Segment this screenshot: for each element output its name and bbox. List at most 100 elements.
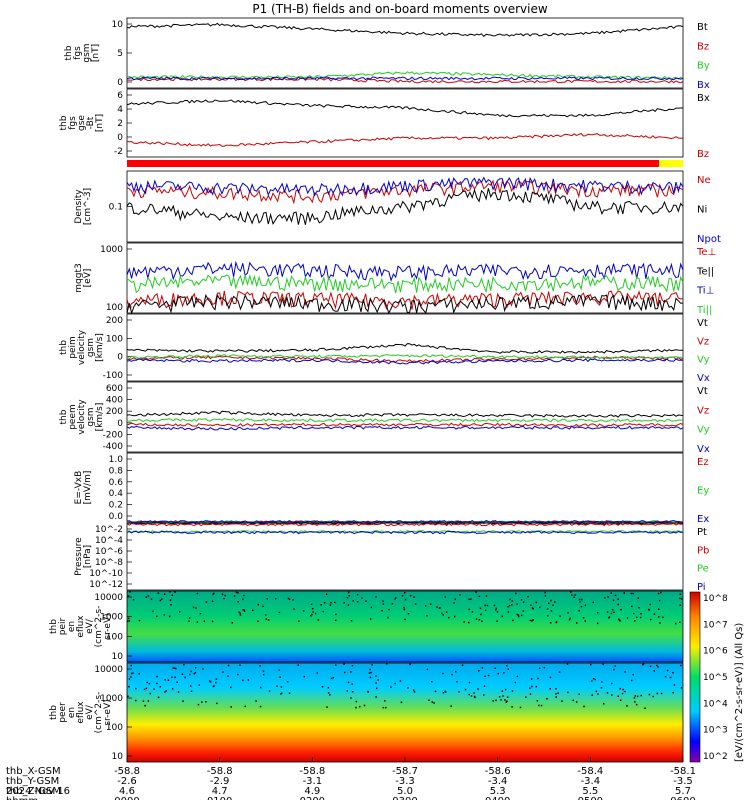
spectrogram-noise-pixel <box>213 685 215 687</box>
spectrogram-noise-pixel <box>221 593 224 595</box>
spectrogram-noise-pixel <box>208 680 211 682</box>
spectrogram-noise-pixel <box>260 686 262 689</box>
spectrogram-noise-pixel <box>454 615 456 618</box>
y-tick-label: 0 <box>117 78 123 88</box>
spectrogram-noise-pixel <box>604 597 606 599</box>
spectrogram-noise-pixel <box>578 609 580 612</box>
spectrogram-noise-pixel <box>369 618 372 620</box>
spectrogram-noise-pixel <box>591 694 593 696</box>
spectrogram-noise-pixel <box>344 671 346 674</box>
spectrogram-noise-pixel <box>327 692 330 694</box>
legend-entry: Vz <box>697 336 709 347</box>
spectrogram-noise-pixel <box>441 612 443 615</box>
spectrogram-noise-pixel <box>156 615 158 618</box>
spectrogram-noise-pixel <box>511 706 513 708</box>
series-Ne <box>126 179 684 205</box>
y-tick-label: 0.2 <box>109 501 123 511</box>
spectrogram-noise-pixel <box>375 696 377 698</box>
spectrogram-noise-pixel <box>265 618 267 620</box>
spectrogram-noise-pixel <box>138 673 140 675</box>
spectrogram-noise-pixel <box>571 594 573 596</box>
panel-p10: thb peer en eflux eV/(cm^2-s-sr-eV) 10000 1000… <box>49 662 684 763</box>
spectrogram-noise-pixel <box>400 701 403 704</box>
spectrogram-noise-pixel <box>580 605 583 608</box>
x-tick-label: -58.4 <box>577 766 603 777</box>
y-tick-label: -200 <box>103 430 124 440</box>
spectrogram-noise-pixel <box>329 604 332 606</box>
spectrogram-noise-pixel <box>468 598 470 600</box>
legend-entry: Ni <box>697 205 707 216</box>
spectrogram-noise-pixel <box>163 593 166 595</box>
spectrogram-noise-pixel <box>152 610 154 613</box>
spectrogram-noise-pixel <box>135 687 137 690</box>
spectrogram-noise-pixel <box>680 598 683 600</box>
spectrogram-noise-pixel <box>287 597 290 600</box>
status-bar-yellow <box>659 160 683 167</box>
spectrogram-noise-pixel <box>235 591 238 594</box>
spectrogram-noise-pixel <box>172 667 174 669</box>
x-tick-label: -2.9 <box>210 776 230 787</box>
spectrogram-noise-pixel <box>320 604 322 606</box>
spectrogram-noise-pixel <box>504 699 506 701</box>
x-tick-label: 5.3 <box>490 786 506 797</box>
y-axis-label: thb peem velocity gsm [km/s] <box>59 399 105 435</box>
spectrogram-noise-pixel <box>608 617 610 619</box>
spectrogram-noise-pixel <box>454 598 456 600</box>
spectrogram-noise-pixel <box>167 679 170 681</box>
spectrogram-noise-pixel <box>365 600 367 602</box>
y-axis-label: Density [cm^-3] <box>74 188 93 225</box>
spectrogram-noise-pixel <box>190 670 192 673</box>
spectrogram-noise-pixel <box>630 679 633 682</box>
y-label-line: peem <box>68 404 78 430</box>
spectrogram-noise-pixel <box>484 675 486 677</box>
spectrogram-noise-pixel <box>237 673 239 676</box>
series-Ex <box>126 520 683 523</box>
series-Pi <box>126 530 684 535</box>
spectrogram-noise-pixel <box>247 679 250 681</box>
spectrogram-noise-pixel <box>257 603 259 606</box>
y-label-line: sr-eV) <box>103 613 113 639</box>
spectrogram-noise-pixel <box>413 691 416 693</box>
y-label-line: [nPa] <box>83 545 93 568</box>
x-tick-label: -58.7 <box>392 766 418 777</box>
spectrogram-noise-pixel <box>669 676 672 679</box>
spectrogram-noise-pixel <box>536 700 539 702</box>
spectrogram-noise-pixel <box>583 705 585 708</box>
spectrogram-noise-pixel <box>259 705 262 708</box>
spectrogram-noise-pixel <box>390 686 392 688</box>
panel-frame <box>126 590 684 663</box>
spectrogram-noise-pixel <box>326 706 328 708</box>
spectrogram-noise-pixel <box>132 672 134 675</box>
spectrogram-noise-pixel <box>576 622 578 624</box>
spectrogram-noise-pixel <box>442 672 444 675</box>
spectrogram-noise-pixel <box>657 592 660 595</box>
spectrogram-noise-pixel <box>135 699 137 702</box>
spectrogram-noise-pixel <box>203 620 206 622</box>
legend-entry: Npot <box>697 234 721 245</box>
spectrogram-noise-pixel <box>679 604 682 606</box>
y-axis-label: E=-VxB [mV/m] <box>74 471 93 505</box>
spectrogram-noise-pixel <box>394 598 396 600</box>
series-Pb <box>126 522 684 527</box>
legend-entry: Ez <box>697 457 709 468</box>
spectrogram-noise-pixel <box>278 611 281 614</box>
spectrogram-noise-pixel <box>243 610 246 612</box>
spectrogram-noise-pixel <box>517 614 520 616</box>
spectrogram-noise-pixel <box>614 665 616 667</box>
spectrogram-noise-pixel <box>679 597 681 600</box>
spectrogram-noise-pixel <box>351 691 354 693</box>
spectrogram-noise-pixel <box>617 603 619 606</box>
spectrogram-noise-pixel <box>262 605 264 608</box>
spectrogram-noise-pixel <box>170 604 172 606</box>
y-tick-label: 1000 <box>100 245 123 255</box>
y-label-line: thb <box>59 340 69 355</box>
spectrogram-noise-pixel <box>662 616 664 619</box>
spectrogram-noise-pixel <box>262 670 265 672</box>
spectrogram-noise-pixel <box>611 609 614 611</box>
spectrogram-noise-pixel <box>569 617 571 619</box>
spectrogram-noise-pixel <box>537 677 539 680</box>
spectrogram-noise-pixel <box>403 608 406 611</box>
legend-entry: Vy <box>697 355 710 366</box>
spectrogram-noise-pixel <box>157 592 160 594</box>
legend-entry: Vt <box>697 318 708 329</box>
